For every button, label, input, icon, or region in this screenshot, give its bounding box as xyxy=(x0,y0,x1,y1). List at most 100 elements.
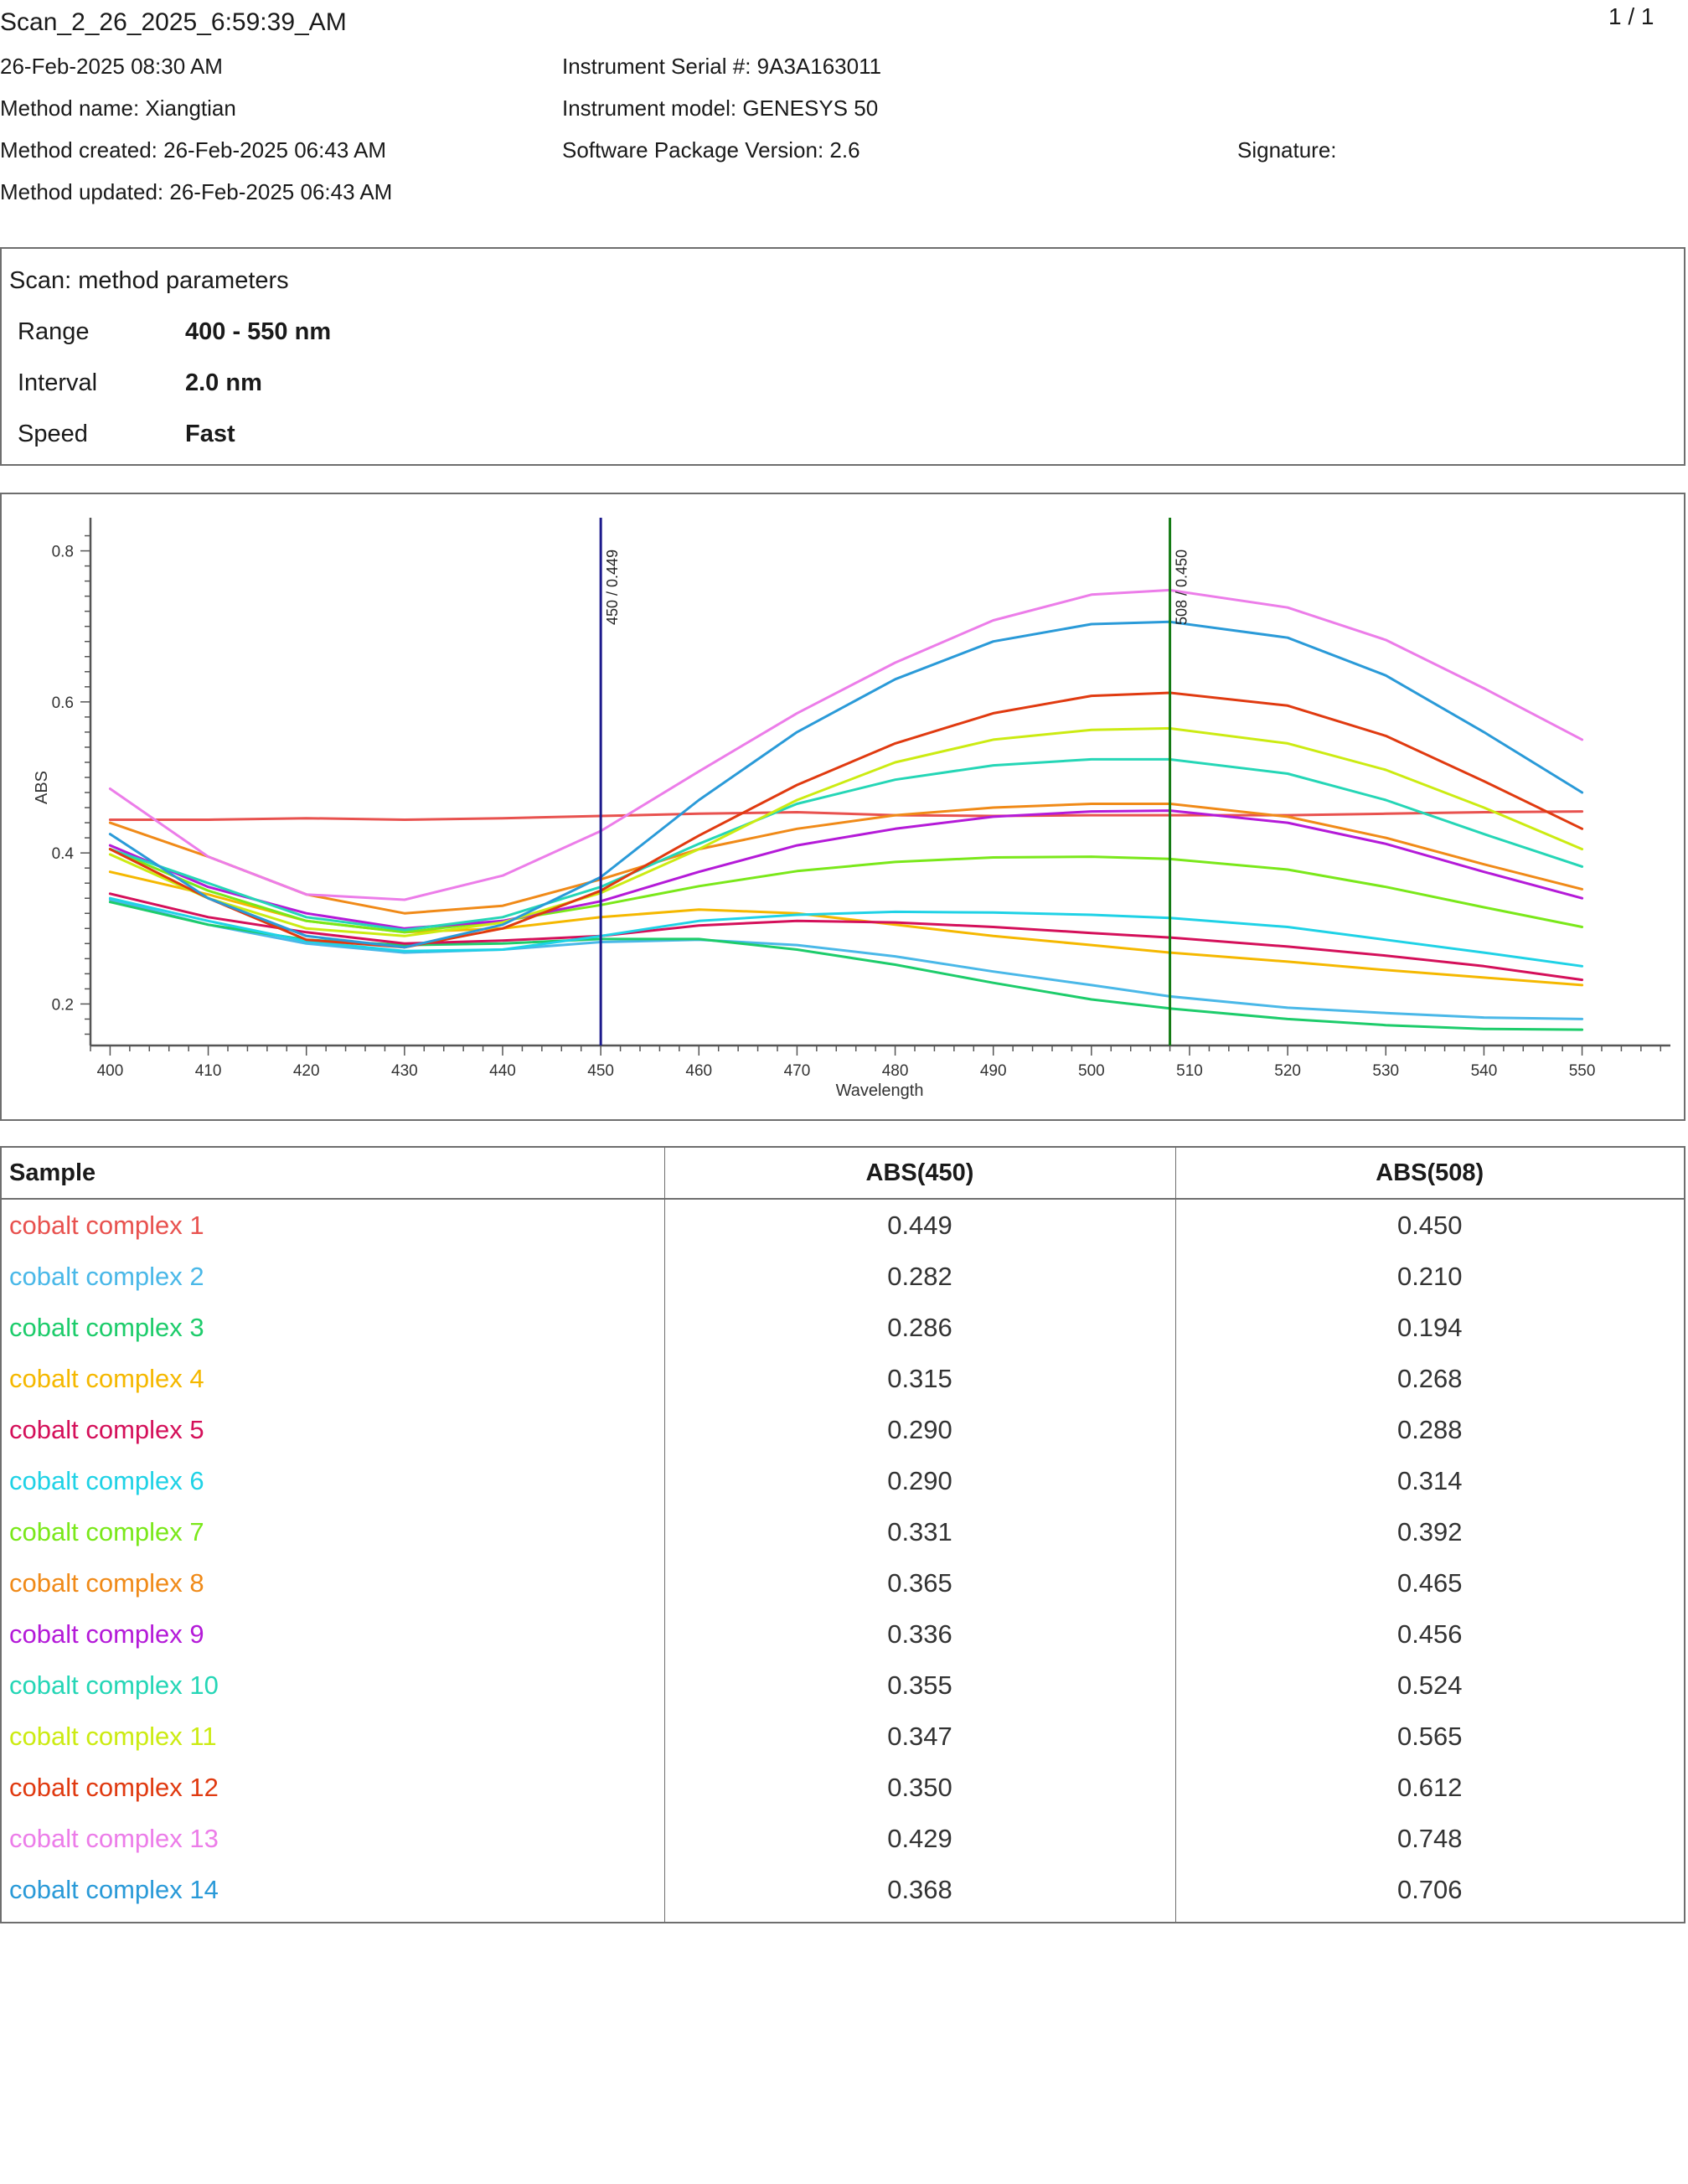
sample-name: cobalt complex 5 xyxy=(9,1414,204,1444)
x-tick-label: 490 xyxy=(980,1062,1007,1080)
signature-label: Signature: xyxy=(1237,137,1337,163)
marker-label-450: 450 / 0.449 xyxy=(604,550,621,625)
abs450-value: 0.429 xyxy=(663,1813,1175,1864)
abs508-value: 0.314 xyxy=(1174,1455,1685,1506)
table-row: cobalt complex 5 0.290 0.288 xyxy=(1,1404,1685,1455)
param-label: Speed xyxy=(18,421,88,447)
table-row: cobalt complex 12 0.350 0.612 xyxy=(1,1762,1685,1813)
sample-name: cobalt complex 9 xyxy=(9,1619,204,1649)
param-value: Fast xyxy=(185,421,235,447)
series-line-11 xyxy=(108,726,1584,937)
software-version: Software Package Version: 2.6 xyxy=(562,137,860,163)
sample-name: cobalt complex 1 xyxy=(9,1210,204,1240)
table-row: cobalt complex 9 0.336 0.456 xyxy=(1,1608,1685,1660)
table-row: cobalt complex 2 0.282 0.210 xyxy=(1,1251,1685,1302)
abs450-value: 0.368 xyxy=(663,1864,1175,1923)
param-row-speed: Speed Fast xyxy=(18,421,235,448)
column-header-abs450: ABS(450) xyxy=(663,1147,1175,1200)
table-row: cobalt complex 3 0.286 0.194 xyxy=(1,1302,1685,1353)
series-line-7 xyxy=(108,848,1584,934)
x-tick-label: 440 xyxy=(489,1062,516,1080)
x-tick-label: 530 xyxy=(1372,1062,1399,1080)
table-row: cobalt complex 4 0.315 0.268 xyxy=(1,1353,1685,1404)
table-row: cobalt complex 6 0.290 0.314 xyxy=(1,1455,1685,1506)
column-header-abs508: ABS(508) xyxy=(1174,1147,1685,1200)
abs450-value: 0.282 xyxy=(663,1251,1175,1302)
table-row: cobalt complex 11 0.347 0.565 xyxy=(1,1711,1685,1762)
report-date: 26-Feb-2025 08:30 AM xyxy=(0,54,223,79)
x-tick-label: 500 xyxy=(1078,1062,1105,1080)
series-line-9 xyxy=(108,809,1584,930)
abs508-value: 0.210 xyxy=(1174,1251,1685,1302)
abs450-value: 0.331 xyxy=(663,1506,1175,1557)
abs450-value: 0.347 xyxy=(663,1711,1175,1762)
sample-name: cobalt complex 8 xyxy=(9,1567,204,1598)
y-tick-label: 0.4 xyxy=(52,845,75,863)
series-line-12 xyxy=(108,691,1584,949)
abs508-value: 0.288 xyxy=(1174,1404,1685,1455)
page-number: 1 / 1 xyxy=(1608,3,1654,29)
abs450-value: 0.315 xyxy=(663,1353,1175,1404)
series-line-2 xyxy=(108,898,1584,1020)
param-label: Interval xyxy=(18,369,98,396)
sample-name: cobalt complex 2 xyxy=(9,1261,204,1291)
method-name: Method name: Xiangtian xyxy=(0,96,236,121)
sample-name: cobalt complex 11 xyxy=(9,1721,217,1751)
abs450-value: 0.290 xyxy=(663,1404,1175,1455)
series-line-4 xyxy=(108,870,1584,987)
y-axis-label: ABS xyxy=(33,771,51,804)
sample-name: cobalt complex 10 xyxy=(9,1670,219,1700)
sample-name: cobalt complex 6 xyxy=(9,1465,204,1495)
abs450-value: 0.355 xyxy=(663,1660,1175,1711)
table-row: cobalt complex 13 0.429 0.748 xyxy=(1,1813,1685,1864)
table-row: cobalt complex 8 0.365 0.465 xyxy=(1,1557,1685,1608)
abs508-value: 0.268 xyxy=(1174,1353,1685,1404)
sample-name: cobalt complex 13 xyxy=(9,1823,219,1853)
method-updated: Method updated: 26-Feb-2025 06:43 AM xyxy=(0,179,393,204)
table-row: cobalt complex 7 0.331 0.392 xyxy=(1,1506,1685,1557)
table-row: cobalt complex 1 0.449 0.450 xyxy=(1,1199,1685,1251)
table-header-row: Sample ABS(450) ABS(508) xyxy=(1,1147,1685,1200)
abs508-value: 0.565 xyxy=(1174,1711,1685,1762)
y-tick-label: 0.6 xyxy=(52,694,74,712)
series-line-10 xyxy=(108,757,1584,932)
method-parameters-panel: Scan: method parameters Range 400 - 550 n… xyxy=(0,247,1685,466)
abs508-value: 0.612 xyxy=(1174,1762,1685,1813)
series-line-5 xyxy=(108,892,1584,982)
x-tick-label: 550 xyxy=(1569,1062,1596,1080)
abs508-value: 0.706 xyxy=(1174,1864,1685,1923)
y-tick-label: 0.2 xyxy=(52,996,74,1014)
sample-name: cobalt complex 7 xyxy=(9,1516,204,1546)
param-value: 2.0 nm xyxy=(185,369,262,396)
x-tick-label: 510 xyxy=(1176,1062,1203,1080)
sample-name: cobalt complex 4 xyxy=(9,1363,204,1393)
series-line-13 xyxy=(108,588,1584,901)
abs508-value: 0.194 xyxy=(1174,1302,1685,1353)
abs450-value: 0.286 xyxy=(663,1302,1175,1353)
x-tick-label: 400 xyxy=(97,1062,124,1080)
abs450-value: 0.290 xyxy=(663,1455,1175,1506)
spectrum-chart-panel: 400 410 420 430 440 450 460 470 480 490 500 510 520 5… xyxy=(0,493,1685,1121)
x-tick-label: 410 xyxy=(195,1062,222,1080)
abs450-value: 0.350 xyxy=(663,1762,1175,1813)
sample-name: cobalt complex 12 xyxy=(9,1772,219,1802)
param-row-interval: Interval 2.0 nm xyxy=(18,369,262,397)
marker-label-508: 508 / 0.450 xyxy=(1174,550,1190,625)
abs508-value: 0.524 xyxy=(1174,1660,1685,1711)
param-row-range: Range 400 - 550 nm xyxy=(18,318,331,346)
spectrum-chart[interactable]: 400 410 420 430 440 450 460 470 480 490 500 510 520 5… xyxy=(2,494,1684,1119)
abs450-value: 0.449 xyxy=(663,1199,1175,1251)
x-axis-label: Wavelength xyxy=(836,1082,924,1100)
x-tick-label: 430 xyxy=(391,1062,418,1080)
abs508-value: 0.392 xyxy=(1174,1506,1685,1557)
table-row: cobalt complex 14 0.368 0.706 xyxy=(1,1864,1685,1923)
x-tick-label: 540 xyxy=(1471,1062,1498,1080)
abs450-value: 0.365 xyxy=(663,1557,1175,1608)
abs508-value: 0.748 xyxy=(1174,1813,1685,1864)
param-label: Range xyxy=(18,318,90,345)
x-tick-label: 470 xyxy=(784,1062,811,1080)
series-line-1 xyxy=(108,810,1584,821)
abs508-value: 0.450 xyxy=(1174,1199,1685,1251)
parameters-title: Scan: method parameters xyxy=(9,267,289,294)
instrument-model: Instrument model: GENESYS 50 xyxy=(562,96,879,121)
